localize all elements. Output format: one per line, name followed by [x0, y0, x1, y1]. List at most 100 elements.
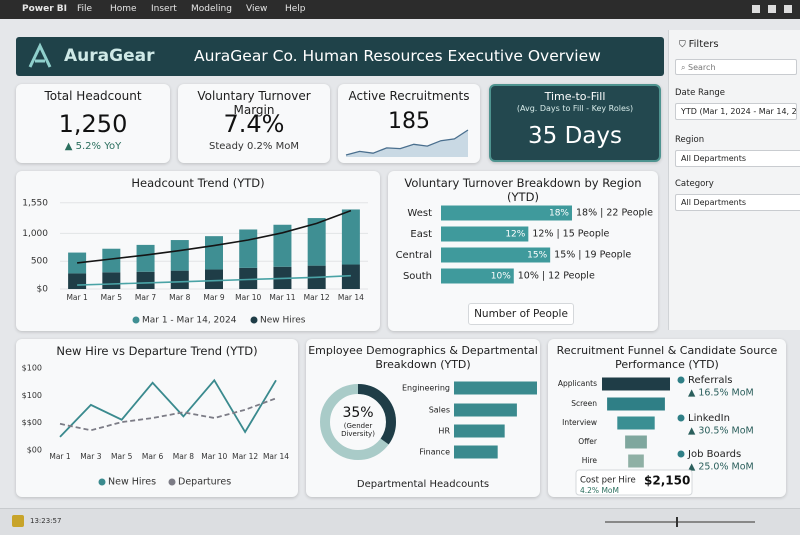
sparkline-line — [345, 129, 469, 156]
kpi-value: 35 Days — [528, 123, 622, 149]
kpi-subtitle: (Avg. Days to Fill - Key Roles) — [516, 104, 634, 113]
funnel-bar — [617, 416, 655, 430]
kpi-value: 185 — [388, 109, 430, 134]
kpi-card[interactable]: Time-to-Fill (Avg. Days to Fill - Key Ro… — [489, 84, 661, 162]
x-tick-label: Mar 7 — [135, 293, 157, 302]
chart-card: $0 500 1,000 1,550 Mar 1 Mar 5 Mar 7 Mar 8 Mar 9… — [16, 171, 380, 331]
stage-label: Screen — [571, 399, 597, 408]
y-tick-label: $100 — [22, 364, 42, 373]
axis-label: Number of People — [468, 303, 574, 325]
window-icon[interactable] — [752, 5, 760, 13]
stage-label: Interview — [562, 418, 597, 427]
y-tick-label: $$00 — [22, 418, 42, 427]
bar — [454, 445, 498, 459]
kpi-note: Steady 0.2% MoM — [209, 141, 299, 152]
y-tick-label: $0 — [37, 285, 49, 295]
filter-value: All Departments — [681, 154, 747, 163]
source-change: ▲ 30.5% MoM — [688, 426, 754, 437]
bar-segment — [136, 244, 155, 272]
kpi-value: 1,250 — [58, 110, 128, 138]
menu-item[interactable]: View — [246, 4, 268, 14]
category-label: Central — [396, 250, 432, 261]
zoom-slider[interactable] — [605, 521, 755, 523]
search-placeholder: Search — [688, 63, 716, 72]
funnel-chart: Applicants Screen Interview Offer Hire Referr… — [558, 375, 754, 496]
kpi-title: Active Recruitments — [348, 89, 470, 103]
bar-annotation: 10% | 12 People — [518, 271, 595, 282]
series-line — [59, 378, 277, 438]
category-label: East — [410, 229, 432, 240]
legend-label: New Hires — [260, 316, 306, 326]
menu-item[interactable]: File — [77, 4, 93, 14]
headcount-chart: $0 500 1,000 1,550 Mar 1 Mar 5 Mar 7 Mar 8 Mar 9… — [22, 198, 368, 326]
status-time: 13:23:57 — [30, 517, 62, 525]
y-tick-label: 500 — [31, 257, 48, 267]
kpi-card[interactable]: Active Recruitments 185 — [338, 84, 480, 163]
x-tick-label: Mar 10 — [201, 452, 227, 461]
demographics-chart: Engineering Sales HR Finance — [320, 381, 537, 460]
x-tick-label: Mar 1 — [49, 452, 71, 461]
search-box[interactable]: ⌕ Search — [675, 59, 797, 75]
source-change: ▲ 25.0% MoM — [688, 462, 754, 473]
zoom-thumb[interactable] — [676, 517, 678, 527]
chart-title: Headcount Trend (YTD) — [131, 176, 265, 190]
bar-annotation: 15% | 19 People — [554, 250, 631, 261]
category-label: Finance — [419, 448, 450, 457]
menu-item[interactable]: Power BI — [22, 4, 67, 14]
sparkline-area — [346, 130, 468, 157]
bar — [454, 381, 537, 395]
bar-segment — [136, 271, 155, 289]
menu-item[interactable]: Help — [285, 4, 306, 14]
kpi-card[interactable]: Total Headcount 1,250 ▲ 5.2% YoY — [16, 84, 170, 163]
category-label: Engineering — [402, 384, 450, 393]
filter-title: ⛉ Filters — [679, 39, 719, 50]
menu-item[interactable]: Insert — [151, 4, 177, 14]
menu-bar: Power BI File Home Insert Modeling View Help — [0, 0, 800, 19]
logo-text: AuraGear — [64, 46, 155, 66]
x-tick-label: Mar 5 — [101, 293, 123, 302]
filter-value: All Departments — [681, 198, 747, 207]
menu-item[interactable]: Modeling — [191, 4, 232, 14]
bar-segment — [273, 224, 292, 267]
cost-change: 4.2% MoM — [580, 486, 619, 495]
window-icon[interactable] — [784, 5, 792, 13]
chart-card: $100 $100 $$00 $00 Mar 1 Mar 3 Mar 5 Mar 6 Mar 8… — [16, 339, 298, 497]
category-label: West — [407, 208, 432, 219]
menu-item[interactable]: Home — [110, 4, 137, 14]
logo-icon — [28, 42, 52, 68]
filter-dropdown[interactable]: YTD (Mar 1, 2024 - Mar 14, 2024) — [675, 103, 797, 120]
x-tick-label: Mar 3 — [80, 452, 102, 461]
app-icon[interactable] — [12, 515, 24, 527]
status-bar: 13:23:57 — [0, 508, 800, 535]
chart-title: Recruitment Funnel & Candidate Source Pe… — [556, 344, 778, 371]
filter-label: Category — [675, 179, 714, 189]
window-icon[interactable] — [768, 5, 776, 13]
source-bullet — [677, 414, 685, 422]
bar-segment — [341, 209, 360, 265]
filter-dropdown[interactable]: All Departments — [675, 194, 800, 211]
source-name: Job Boards — [687, 449, 741, 460]
trend-line — [77, 274, 351, 286]
chart-card: West 18% 18% | 22 People East 12% 12% | 15 Pe… — [388, 171, 658, 331]
x-tick-label: Mar 5 — [111, 452, 133, 461]
bar-segment — [170, 240, 189, 271]
kpi-card[interactable]: Voluntary Turnover Margin 7.4% Steady 0.… — [178, 84, 330, 163]
source-bullet — [677, 450, 685, 458]
y-tick-label: $00 — [27, 446, 42, 455]
bar-segment — [102, 272, 121, 289]
kpi-note: ▲ 5.2% YoY — [64, 141, 122, 152]
source-name: Referrals — [688, 375, 733, 386]
window-controls[interactable] — [752, 4, 792, 14]
x-tick-label: Mar 14 — [338, 293, 364, 302]
filter-dropdown[interactable]: All Departments — [675, 150, 800, 167]
source-name: LinkedIn — [688, 413, 730, 424]
bar — [441, 226, 529, 242]
legend-label: Mar 1 - Mar 14, 2024 — [142, 316, 237, 326]
category-label: Sales — [429, 406, 450, 415]
category-label: South — [403, 271, 432, 282]
x-tick-label: Mar 1 — [66, 293, 88, 302]
bar — [454, 424, 505, 438]
bar — [441, 268, 514, 284]
series-line — [59, 397, 277, 432]
